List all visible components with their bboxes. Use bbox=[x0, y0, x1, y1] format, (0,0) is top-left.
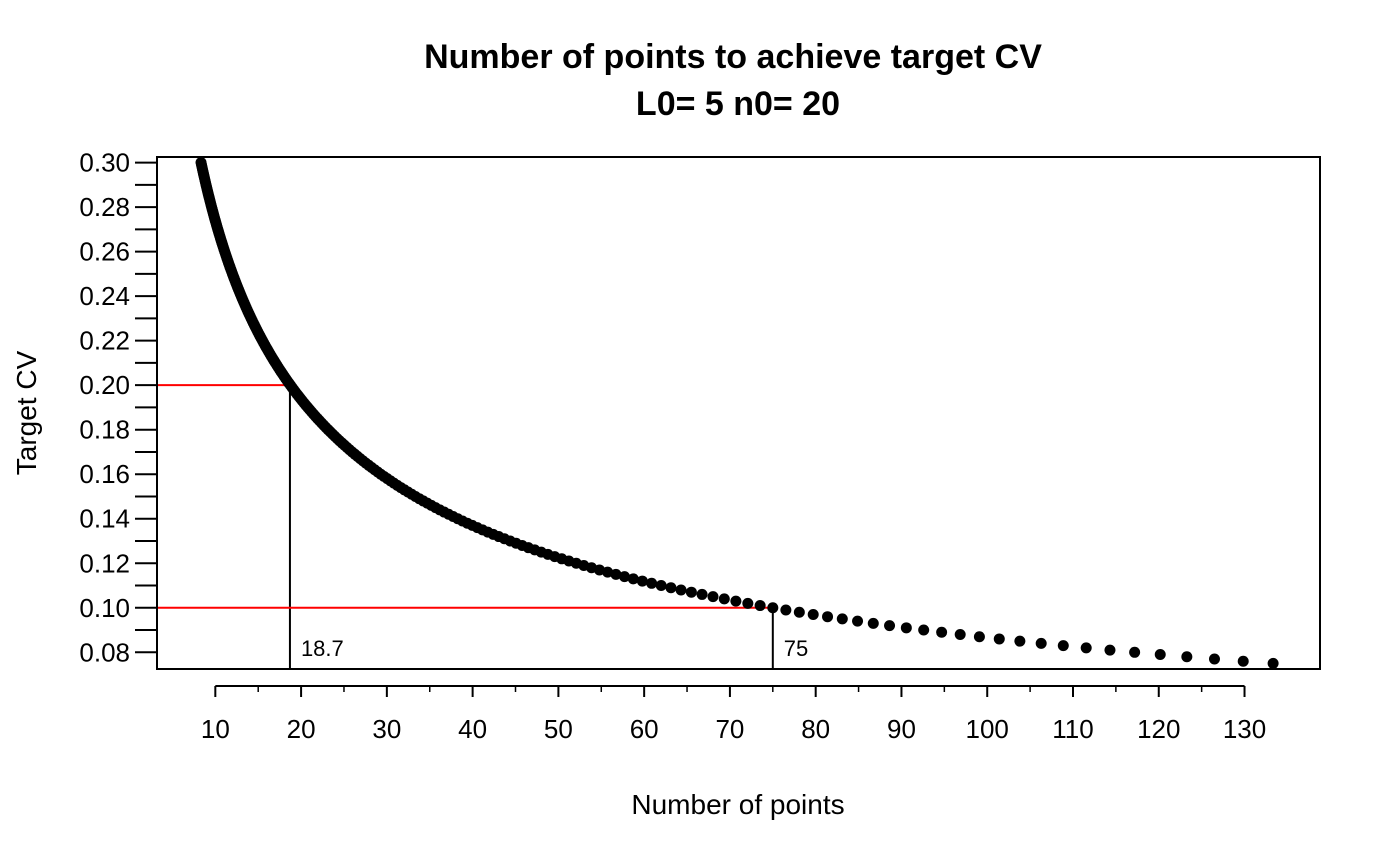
x-axis: 10 20 30 40 50 60 70 80 90 100 110 120 130 bbox=[201, 685, 1266, 744]
data-point bbox=[655, 580, 667, 592]
data-point bbox=[767, 602, 779, 614]
data-point bbox=[754, 600, 766, 612]
data-point bbox=[665, 582, 677, 594]
reference-lines bbox=[157, 384, 774, 669]
y-tick-label: 0.16 bbox=[79, 459, 130, 489]
y-tick-label: 0.12 bbox=[79, 548, 130, 578]
data-point bbox=[918, 624, 930, 636]
x-tick-label: 130 bbox=[1223, 714, 1266, 744]
data-point bbox=[1181, 651, 1193, 663]
y-tick-label: 0.22 bbox=[79, 326, 130, 356]
data-point bbox=[884, 620, 896, 632]
x-axis-label: Number of points bbox=[631, 789, 844, 820]
data-point bbox=[619, 571, 631, 583]
x-tick-label: 110 bbox=[1052, 714, 1093, 744]
data-point bbox=[1080, 642, 1092, 654]
data-point bbox=[602, 566, 614, 578]
data-point bbox=[1104, 644, 1116, 656]
x-tick-label: 60 bbox=[630, 714, 659, 744]
data-point bbox=[936, 626, 948, 638]
data-point bbox=[900, 622, 912, 634]
data-point bbox=[685, 586, 697, 598]
y-tick-label: 0.30 bbox=[79, 148, 130, 178]
x-tick-label: 20 bbox=[287, 714, 316, 744]
y-tick-label: 0.26 bbox=[79, 237, 130, 267]
chart-subtitle: L0= 5 n0= 20 bbox=[636, 85, 840, 123]
x-tick-label: 40 bbox=[458, 714, 487, 744]
data-point bbox=[742, 597, 754, 609]
chart-title: Number of points to achieve target CV bbox=[424, 38, 1042, 76]
x-tick-label: 10 bbox=[201, 714, 230, 744]
data-point bbox=[973, 631, 985, 643]
data-point bbox=[852, 615, 864, 627]
data-point bbox=[636, 575, 648, 587]
data-point bbox=[793, 606, 805, 618]
x-tick-label: 70 bbox=[715, 714, 744, 744]
y-tick-label: 0.28 bbox=[79, 192, 130, 222]
data-point bbox=[1129, 646, 1141, 658]
data-point bbox=[1208, 653, 1220, 665]
reference-label: 18.7 bbox=[301, 636, 344, 661]
data-point bbox=[718, 593, 730, 605]
data-point bbox=[993, 633, 1005, 645]
y-tick-label: 0.14 bbox=[79, 504, 130, 534]
y-axis-label: Target CV bbox=[11, 350, 42, 475]
x-tick-label: 120 bbox=[1137, 714, 1180, 744]
data-point bbox=[1014, 635, 1026, 647]
x-tick-label: 50 bbox=[544, 714, 573, 744]
y-tick-label: 0.10 bbox=[79, 593, 130, 623]
data-point bbox=[675, 584, 687, 596]
data-points bbox=[195, 157, 1279, 669]
data-point bbox=[627, 573, 639, 585]
data-point bbox=[954, 629, 966, 640]
data-point bbox=[707, 591, 719, 603]
data-point bbox=[696, 588, 708, 600]
data-point bbox=[1035, 637, 1047, 649]
data-point bbox=[1154, 649, 1166, 661]
y-axis: 0.08 0.10 0.12 0.14 0.16 0.18 0.20 0.22 0.24 0.26… bbox=[79, 148, 157, 667]
data-point bbox=[836, 613, 848, 625]
y-tick-label: 0.08 bbox=[79, 637, 130, 667]
x-tick-label: 80 bbox=[801, 714, 830, 744]
data-point bbox=[1237, 655, 1249, 667]
x-tick-label: 30 bbox=[372, 714, 401, 744]
data-point bbox=[822, 611, 834, 623]
reference-labels: 18.7 75 bbox=[301, 636, 808, 661]
plot-frame bbox=[156, 156, 1321, 670]
reference-label: 75 bbox=[784, 636, 808, 661]
data-point bbox=[646, 577, 658, 589]
x-tick-label: 90 bbox=[887, 714, 916, 744]
data-point bbox=[730, 595, 742, 607]
data-point bbox=[1057, 640, 1069, 652]
data-point bbox=[1267, 657, 1279, 669]
x-tick-label: 100 bbox=[966, 714, 1009, 744]
data-point bbox=[610, 568, 622, 580]
y-tick-label: 0.24 bbox=[79, 281, 130, 311]
y-tick-label: 0.20 bbox=[79, 370, 130, 400]
data-point bbox=[867, 617, 879, 629]
data-point bbox=[780, 604, 792, 616]
data-point bbox=[807, 608, 819, 620]
y-tick-label: 0.18 bbox=[79, 415, 130, 445]
